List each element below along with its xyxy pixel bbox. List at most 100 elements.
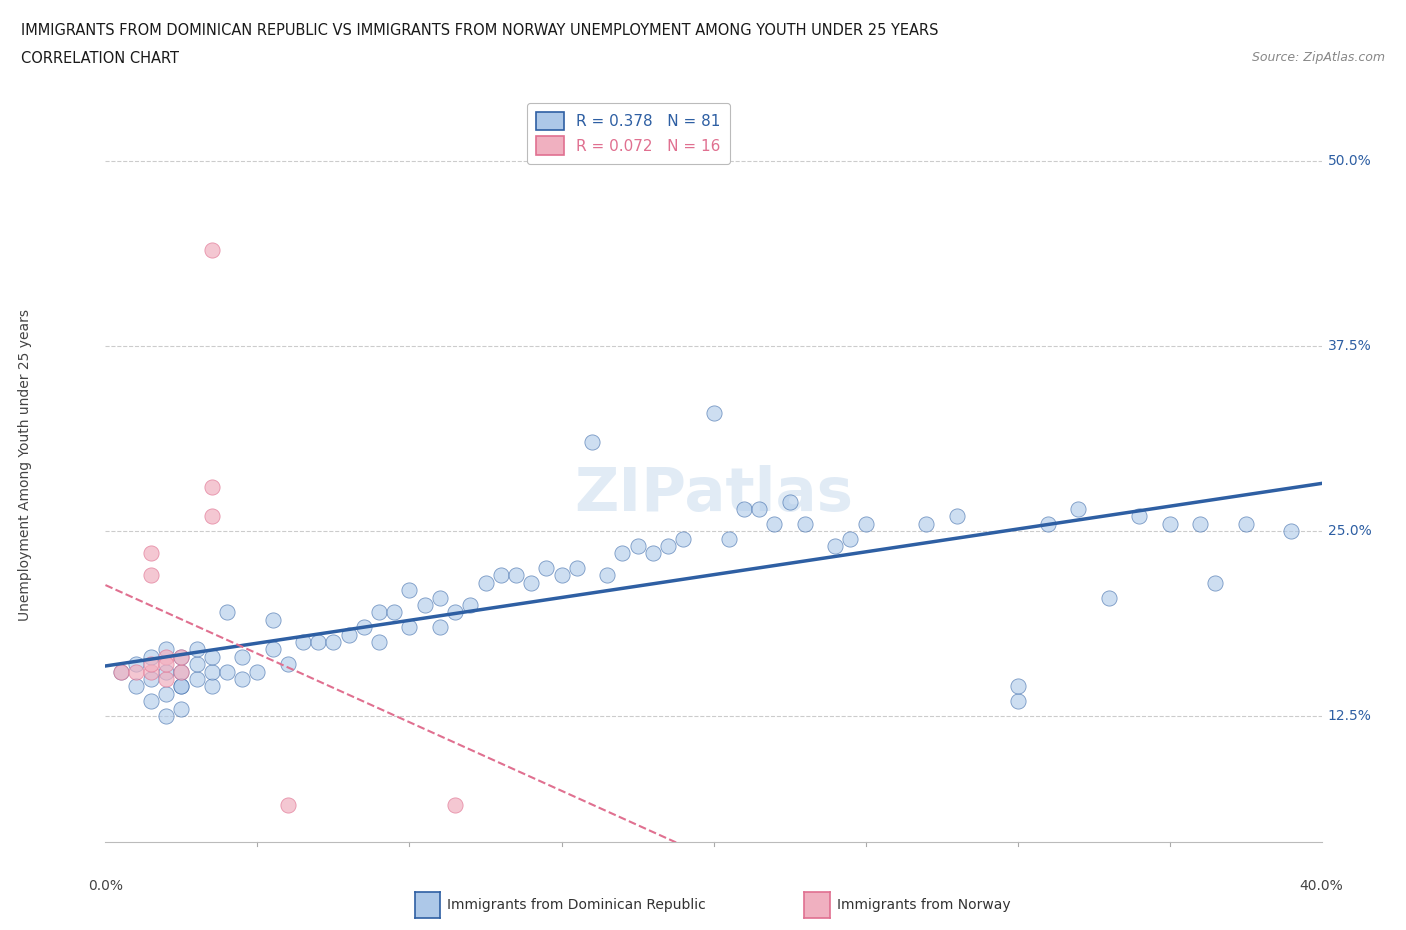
Point xyxy=(733,501,755,516)
Point xyxy=(125,679,148,694)
Point xyxy=(262,642,284,657)
Point xyxy=(277,657,299,671)
Point xyxy=(382,605,405,620)
Point xyxy=(139,568,162,583)
Point xyxy=(839,531,862,546)
Point xyxy=(170,649,193,664)
Point xyxy=(945,509,967,524)
Point xyxy=(793,516,815,531)
Point xyxy=(139,671,162,686)
Point xyxy=(612,546,634,561)
Point xyxy=(1188,516,1211,531)
Point xyxy=(155,657,177,671)
Point xyxy=(155,709,177,724)
Point xyxy=(1204,576,1226,591)
Text: 50.0%: 50.0% xyxy=(1327,154,1371,168)
Point xyxy=(520,576,543,591)
Point xyxy=(155,671,177,686)
Text: IMMIGRANTS FROM DOMINICAN REPUBLIC VS IMMIGRANTS FROM NORWAY UNEMPLOYMENT AMONG : IMMIGRANTS FROM DOMINICAN REPUBLIC VS IM… xyxy=(21,23,939,38)
Point xyxy=(155,649,177,664)
Point xyxy=(231,649,253,664)
Point xyxy=(155,686,177,701)
Point xyxy=(139,657,162,671)
Point xyxy=(110,664,132,679)
Point xyxy=(1007,694,1029,709)
Point xyxy=(155,642,177,657)
Text: 12.5%: 12.5% xyxy=(1327,709,1372,723)
Point xyxy=(536,561,558,576)
Point xyxy=(186,671,208,686)
Text: Source: ZipAtlas.com: Source: ZipAtlas.com xyxy=(1251,51,1385,64)
Point xyxy=(565,561,588,576)
Text: 0.0%: 0.0% xyxy=(89,879,122,893)
Point xyxy=(717,531,740,546)
Point xyxy=(1234,516,1257,531)
Text: 37.5%: 37.5% xyxy=(1327,339,1371,353)
Point xyxy=(277,797,299,812)
Point xyxy=(641,546,664,561)
Text: ZIPatlas: ZIPatlas xyxy=(574,465,853,524)
Point xyxy=(474,576,496,591)
Point xyxy=(763,516,786,531)
Point xyxy=(201,649,224,664)
Point xyxy=(444,797,467,812)
Point xyxy=(505,568,527,583)
Point xyxy=(429,619,451,634)
Point xyxy=(550,568,572,583)
Point xyxy=(125,657,148,671)
Point xyxy=(186,657,208,671)
Point xyxy=(596,568,619,583)
Point xyxy=(217,605,239,620)
Point xyxy=(824,538,846,553)
Text: Immigrants from Norway: Immigrants from Norway xyxy=(837,897,1010,912)
Point xyxy=(307,634,329,649)
Point xyxy=(201,509,224,524)
Point xyxy=(139,546,162,561)
Point xyxy=(322,634,344,649)
Point xyxy=(170,664,193,679)
Point xyxy=(201,679,224,694)
Point xyxy=(246,664,269,679)
Point xyxy=(672,531,695,546)
Point xyxy=(1007,679,1029,694)
Point xyxy=(231,671,253,686)
Point xyxy=(398,583,420,598)
Point xyxy=(201,664,224,679)
Point xyxy=(139,649,162,664)
Point xyxy=(855,516,877,531)
Point xyxy=(201,479,224,494)
Point xyxy=(186,642,208,657)
Point xyxy=(110,664,132,679)
Text: CORRELATION CHART: CORRELATION CHART xyxy=(21,51,179,66)
Point xyxy=(915,516,938,531)
Point xyxy=(1279,524,1302,538)
Point xyxy=(702,405,725,420)
Point xyxy=(170,701,193,716)
Point xyxy=(444,605,467,620)
Point xyxy=(1098,591,1121,605)
Point xyxy=(139,664,162,679)
Point xyxy=(748,501,770,516)
Point xyxy=(170,649,193,664)
Point xyxy=(155,664,177,679)
Point xyxy=(139,694,162,709)
Text: 40.0%: 40.0% xyxy=(1299,879,1344,893)
Point xyxy=(353,619,375,634)
Point xyxy=(170,679,193,694)
Point xyxy=(170,679,193,694)
Point xyxy=(1159,516,1181,531)
Text: 25.0%: 25.0% xyxy=(1327,525,1371,538)
Point xyxy=(458,598,481,613)
Text: Immigrants from Dominican Republic: Immigrants from Dominican Republic xyxy=(447,897,706,912)
Point xyxy=(398,619,420,634)
Point xyxy=(581,435,603,450)
Point xyxy=(368,605,391,620)
Point xyxy=(292,634,315,649)
Point xyxy=(779,494,801,509)
Point xyxy=(657,538,679,553)
Text: Unemployment Among Youth under 25 years: Unemployment Among Youth under 25 years xyxy=(18,309,32,621)
Point xyxy=(201,243,224,258)
Point xyxy=(1067,501,1090,516)
Point xyxy=(170,664,193,679)
Legend: R = 0.378   N = 81, R = 0.072   N = 16: R = 0.378 N = 81, R = 0.072 N = 16 xyxy=(527,102,730,165)
